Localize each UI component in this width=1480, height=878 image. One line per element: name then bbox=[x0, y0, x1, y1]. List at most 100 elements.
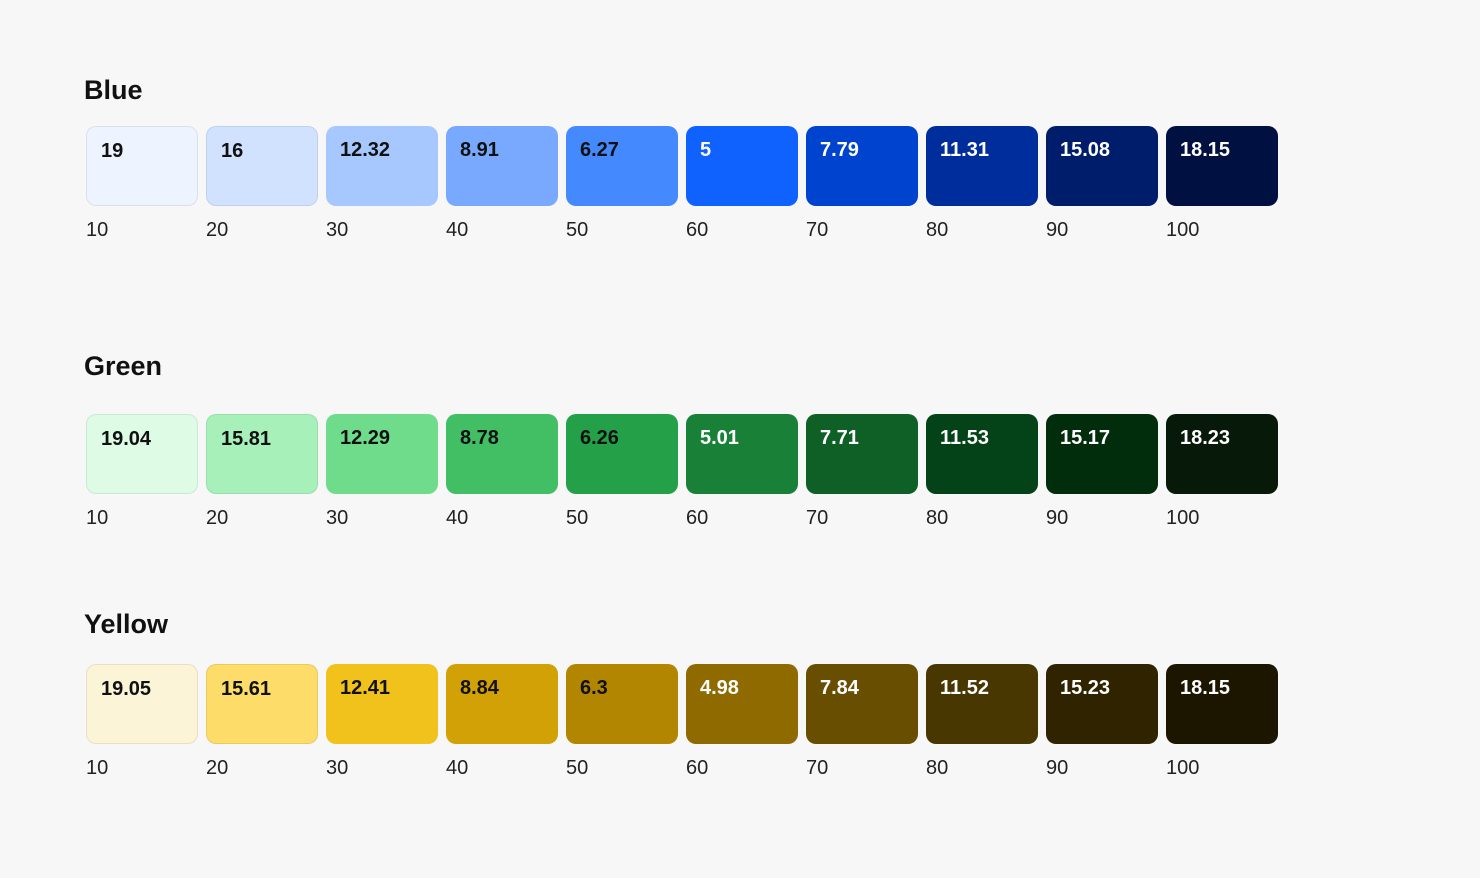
step-label: 70 bbox=[806, 507, 829, 529]
color-swatch: 16 bbox=[206, 126, 318, 206]
contrast-ratio: 4.98 bbox=[700, 677, 739, 699]
swatch-item: 18.15 100 bbox=[1166, 126, 1278, 240]
step-label: 60 bbox=[686, 219, 709, 241]
contrast-ratio: 18.15 bbox=[1180, 139, 1231, 161]
step-label: 100 bbox=[1166, 507, 1200, 529]
swatch-item: 19.04 10 bbox=[86, 414, 198, 528]
color-swatch: 11.53 bbox=[926, 414, 1038, 494]
color-swatch: 19.05 bbox=[86, 664, 198, 744]
contrast-ratio: 5.01 bbox=[700, 427, 739, 449]
contrast-ratio: 15.17 bbox=[1060, 427, 1111, 449]
step-label: 40 bbox=[446, 757, 469, 779]
color-swatch: 7.84 bbox=[806, 664, 918, 744]
step-label: 50 bbox=[566, 757, 589, 779]
color-swatch: 15.17 bbox=[1046, 414, 1158, 494]
step-label: 50 bbox=[566, 219, 589, 241]
contrast-ratio: 7.79 bbox=[820, 139, 859, 161]
step-label: 60 bbox=[686, 757, 709, 779]
swatch-item: 8.78 40 bbox=[446, 414, 558, 528]
step-label: 10 bbox=[86, 219, 109, 241]
step-label: 60 bbox=[686, 507, 709, 529]
swatch-item: 11.31 80 bbox=[926, 126, 1038, 240]
swatch-item: 15.61 20 bbox=[206, 664, 318, 778]
swatch-item: 5.01 60 bbox=[686, 414, 798, 528]
swatch-item: 6.27 50 bbox=[566, 126, 678, 240]
palette-title: Blue bbox=[84, 75, 143, 105]
color-swatch: 19.04 bbox=[86, 414, 198, 494]
step-label: 10 bbox=[86, 757, 109, 779]
swatch-row: 19.04 10 15.81 20 12.29 30 8.78 40 6.26 50 5.01 60 7… bbox=[86, 414, 1286, 528]
step-label: 20 bbox=[206, 507, 229, 529]
color-swatch: 8.78 bbox=[446, 414, 558, 494]
color-swatch: 15.23 bbox=[1046, 664, 1158, 744]
step-label: 30 bbox=[326, 507, 349, 529]
swatch-item: 6.26 50 bbox=[566, 414, 678, 528]
step-label: 80 bbox=[926, 757, 949, 779]
swatch-item: 7.84 70 bbox=[806, 664, 918, 778]
color-swatch: 18.23 bbox=[1166, 414, 1278, 494]
color-swatch: 7.79 bbox=[806, 126, 918, 206]
contrast-ratio: 6.27 bbox=[580, 139, 619, 161]
color-swatch: 6.27 bbox=[566, 126, 678, 206]
contrast-ratio: 18.15 bbox=[1180, 677, 1231, 699]
swatch-item: 16 20 bbox=[206, 126, 318, 240]
color-swatch: 12.32 bbox=[326, 126, 438, 206]
swatch-item: 11.52 80 bbox=[926, 664, 1038, 778]
color-swatch: 6.3 bbox=[566, 664, 678, 744]
color-swatch: 18.15 bbox=[1166, 126, 1278, 206]
contrast-ratio: 16 bbox=[221, 140, 244, 162]
swatch-item: 18.15 100 bbox=[1166, 664, 1278, 778]
color-swatch: 8.84 bbox=[446, 664, 558, 744]
color-swatch: 7.71 bbox=[806, 414, 918, 494]
contrast-ratio: 12.41 bbox=[340, 677, 391, 699]
contrast-ratio: 15.61 bbox=[221, 678, 272, 700]
swatch-item: 15.08 90 bbox=[1046, 126, 1158, 240]
step-label: 10 bbox=[86, 507, 109, 529]
contrast-ratio: 15.81 bbox=[221, 428, 272, 450]
contrast-ratio: 18.23 bbox=[1180, 427, 1231, 449]
swatch-item: 7.71 70 bbox=[806, 414, 918, 528]
color-swatch: 12.29 bbox=[326, 414, 438, 494]
swatch-item: 8.91 40 bbox=[446, 126, 558, 240]
contrast-ratio: 15.08 bbox=[1060, 139, 1111, 161]
step-label: 100 bbox=[1166, 219, 1200, 241]
palette-title: Green bbox=[84, 351, 163, 381]
step-label: 40 bbox=[446, 219, 469, 241]
contrast-ratio: 15.23 bbox=[1060, 677, 1111, 699]
swatch-item: 19 10 bbox=[86, 126, 198, 240]
step-label: 90 bbox=[1046, 219, 1069, 241]
step-label: 50 bbox=[566, 507, 589, 529]
color-swatch: 15.08 bbox=[1046, 126, 1158, 206]
swatch-item: 12.29 30 bbox=[326, 414, 438, 528]
color-swatch: 8.91 bbox=[446, 126, 558, 206]
color-swatch: 11.52 bbox=[926, 664, 1038, 744]
step-label: 20 bbox=[206, 757, 229, 779]
step-label: 90 bbox=[1046, 507, 1069, 529]
palette-title: Yellow bbox=[84, 609, 169, 639]
swatch-item: 12.32 30 bbox=[326, 126, 438, 240]
contrast-ratio: 11.53 bbox=[940, 427, 989, 449]
step-label: 20 bbox=[206, 219, 229, 241]
contrast-ratio: 8.84 bbox=[460, 677, 499, 699]
swatch-item: 19.05 10 bbox=[86, 664, 198, 778]
color-swatch: 12.41 bbox=[326, 664, 438, 744]
contrast-ratio: 8.78 bbox=[460, 427, 499, 449]
contrast-ratio: 11.52 bbox=[940, 677, 989, 699]
contrast-ratio: 6.26 bbox=[580, 427, 619, 449]
step-label: 80 bbox=[926, 219, 949, 241]
swatch-item: 8.84 40 bbox=[446, 664, 558, 778]
swatch-item: 12.41 30 bbox=[326, 664, 438, 778]
contrast-ratio: 12.29 bbox=[340, 427, 391, 449]
contrast-ratio: 12.32 bbox=[340, 139, 391, 161]
color-swatch: 5 bbox=[686, 126, 798, 206]
swatch-item: 11.53 80 bbox=[926, 414, 1038, 528]
color-swatch: 15.81 bbox=[206, 414, 318, 494]
swatch-row: 19 10 16 20 12.32 30 8.91 40 6.27 50 5 60 7.79 70 11.3… bbox=[86, 126, 1286, 240]
contrast-ratio: 7.71 bbox=[820, 427, 859, 449]
swatch-item: 15.23 90 bbox=[1046, 664, 1158, 778]
color-swatch: 6.26 bbox=[566, 414, 678, 494]
step-label: 80 bbox=[926, 507, 949, 529]
color-swatch: 19 bbox=[86, 126, 198, 206]
swatch-row: 19.05 10 15.61 20 12.41 30 8.84 40 6.3 50 4.98 60 7.… bbox=[86, 664, 1286, 778]
contrast-ratio: 7.84 bbox=[820, 677, 859, 699]
